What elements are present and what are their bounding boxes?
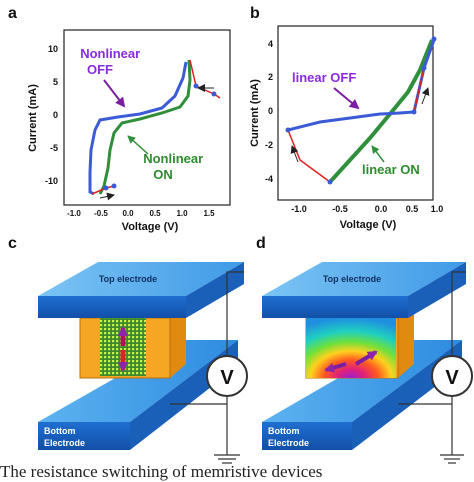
voltmeter	[431, 355, 473, 397]
voltmeter-label: V	[445, 367, 459, 389]
plot-b-xtick: 0.5	[406, 204, 419, 214]
plot-b-point	[327, 179, 333, 185]
plot-b-curve-on	[328, 39, 434, 184]
plot-b-off-pointer	[333, 87, 360, 110]
voltmeter-label: V	[220, 367, 234, 389]
plot-a-xticks: -1.0 -0.5 0.0 0.5 1.0 1.5	[67, 209, 215, 218]
label-nonlinear-on-line2: ON	[153, 167, 173, 182]
label-nonlinear-on: Nonlinear ON	[143, 151, 207, 182]
plot-b-transition	[287, 129, 331, 183]
panel-b-letter: b	[250, 5, 260, 22]
plot-a-xtick: 1.0	[176, 209, 188, 218]
plot-b-xticks: -1.0 -0.5 0.0 0.5 1.0	[291, 204, 443, 214]
panel-b: b Current (mA) 4 2 0 -2 -4 -1.0 -0.5 0.0…	[249, 5, 443, 231]
field-arrow	[324, 362, 347, 373]
plot-a-arrow	[99, 192, 115, 201]
panel-d-letter: d	[256, 235, 266, 252]
plot-a-point	[211, 91, 217, 97]
plot-a-xtick: 1.5	[203, 209, 215, 218]
bottom-electrode-label-line2: Electrode	[268, 438, 309, 448]
gradient-region	[306, 318, 396, 378]
plot-b-arrow	[290, 145, 299, 163]
bottom-electrode-label-line1: Bottom	[44, 426, 76, 436]
panel-c: c Top electrode Bottom Electrode V	[8, 235, 248, 464]
plot-b-ytick: -4	[265, 174, 273, 184]
bottom-electrode-label: Bottom Electrode	[268, 426, 309, 448]
plot-a-point	[103, 185, 109, 191]
label-linear-off: linear OFF	[292, 70, 356, 85]
plot-b-ylabel: Current (mA)	[249, 79, 261, 147]
bottom-electrode-top	[38, 340, 238, 422]
plot-b-ytick: -2	[265, 140, 273, 150]
plot-a-off-pointer	[103, 79, 126, 108]
voltmeter	[206, 355, 248, 397]
plot-a-xlabel: Voltage (V)	[122, 221, 179, 233]
label-nonlinear-on-line1: Nonlinear	[143, 151, 203, 166]
top-electrode-side	[186, 262, 244, 318]
bottom-electrode-front	[38, 422, 130, 450]
field-arrow	[354, 350, 378, 366]
bottom-electrode-label-line2: Electrode	[44, 438, 85, 448]
figure-caption: The resistance switching of memristive d…	[0, 462, 323, 481]
bottom-electrode-front	[262, 422, 352, 450]
plot-b-point	[421, 65, 427, 71]
plot-a-ytick: 10	[48, 44, 58, 54]
plot-a-ytick: 0	[53, 110, 58, 120]
plot-b-xlabel: Voltage (V)	[340, 219, 397, 231]
plot-a-point	[193, 83, 199, 89]
panel-a: a Current (mA) 10 5 0 -5 -10 -1.0 -0.5 0…	[8, 5, 231, 233]
plot-a-point	[111, 183, 117, 189]
plot-b-ytick: 2	[268, 72, 273, 82]
plot-a-xtick: 0.5	[149, 209, 161, 218]
plot-a-ylabel: Current (mA)	[27, 84, 39, 152]
label-linear-on: linear ON	[362, 162, 420, 177]
top-electrode-label: Top electrode	[323, 274, 381, 284]
plot-b-ytick: 0	[268, 106, 273, 116]
plot-b-transition-top	[413, 67, 425, 113]
panel-c-letter: c	[8, 235, 17, 252]
plot-a-on-pointer	[127, 135, 149, 155]
plot-a-ytick: -10	[45, 176, 58, 186]
plot-b-xtick: 0.0	[375, 204, 388, 214]
plot-b-xtick: -1.0	[291, 204, 307, 214]
plot-b-point	[431, 36, 437, 42]
bottom-electrode-label-line1: Bottom	[268, 426, 300, 436]
plot-a-transition-top	[189, 59, 221, 99]
panel-a-letter: a	[8, 5, 17, 22]
plot-a-xtick: -1.0	[67, 209, 81, 218]
plot-a-ytick: -5	[50, 143, 58, 153]
bottom-electrode-label: Bottom Electrode	[44, 426, 85, 448]
top-electrode-top	[262, 262, 466, 296]
label-nonlinear-off: Nonlinear OFF	[80, 46, 144, 77]
plot-a-yticks: 10 5 0 -5 -10	[45, 44, 58, 186]
plot-b-xtick: 1.0	[431, 204, 444, 214]
plot-b-frame	[277, 25, 434, 201]
plot-b-on-pointer	[371, 145, 385, 163]
plot-a-curve-on	[98, 59, 192, 195]
circuit-wire	[451, 271, 466, 356]
plot-a-xtick: -0.5	[94, 209, 108, 218]
plot-a-ytick: 5	[53, 77, 58, 87]
dielectric-side	[398, 306, 414, 378]
label-nonlinear-off-line1: Nonlinear	[80, 46, 140, 61]
top-electrode-front	[262, 296, 408, 318]
top-electrode-front	[38, 296, 186, 318]
top-electrode-label: Top electrode	[99, 274, 157, 284]
panel-d: d Top electrode Bottom Electrode V	[256, 235, 473, 464]
plot-a-frame	[63, 29, 231, 206]
plot-b-xtick: -0.5	[332, 204, 348, 214]
label-nonlinear-off-line2: OFF	[87, 62, 113, 77]
plot-b-arrow	[421, 87, 430, 105]
plot-b-point	[411, 109, 417, 115]
plot-b-ytick: 4	[268, 39, 273, 49]
plot-b-point	[285, 127, 291, 133]
plot-a-curve-off	[88, 61, 188, 196]
plot-b-yticks: 4 2 0 -2 -4	[265, 39, 273, 184]
dielectric-side	[170, 306, 186, 378]
circuit-wire	[226, 271, 244, 356]
top-electrode-top	[38, 262, 244, 296]
plot-a-xtick: 0.0	[122, 209, 134, 218]
